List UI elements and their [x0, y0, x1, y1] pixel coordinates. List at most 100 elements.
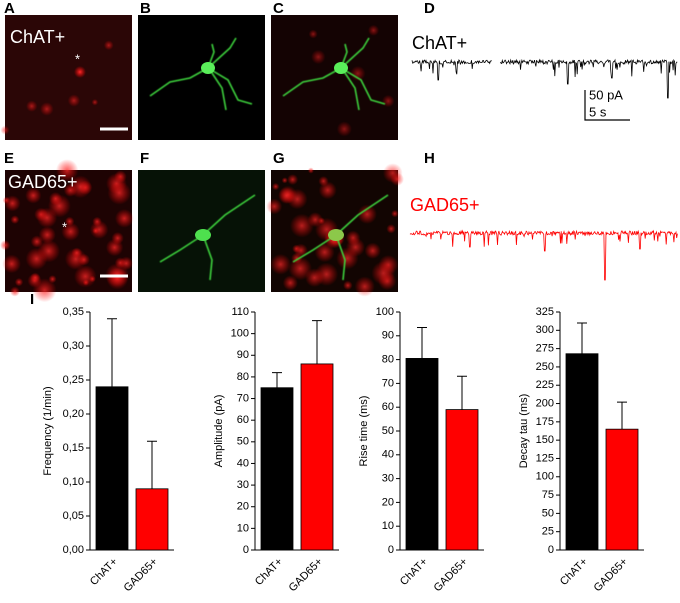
panel-label: G: [273, 150, 285, 167]
bar: [95, 386, 129, 551]
current-trace: [409, 229, 678, 281]
y-tick-label: 125: [536, 452, 554, 464]
cell-spot: [103, 40, 114, 51]
error-bar: [457, 375, 467, 410]
y-tick-label: 10: [237, 522, 249, 534]
y-axis-title: Frequency (1/min): [42, 386, 54, 475]
panel-label: F: [140, 150, 149, 167]
cell-spot: [294, 243, 308, 258]
y-tick-label: 0,15: [63, 442, 84, 454]
y-tick-label: 50: [382, 425, 394, 437]
y-tick-label: 150: [536, 434, 554, 446]
bar: [445, 409, 479, 551]
error-bar: [417, 326, 427, 359]
cell-spot: [119, 256, 133, 271]
error-bar: [617, 401, 627, 430]
scale-bar: [584, 90, 630, 121]
cell-spot: [371, 261, 396, 286]
panel-label: H: [424, 150, 435, 167]
y-tick-label: 40: [237, 457, 249, 469]
y-tick-label: 0: [548, 544, 554, 556]
cell-spot: [111, 232, 124, 245]
cell-spot: [32, 278, 57, 303]
y-tick-label: 90: [382, 330, 394, 342]
y-tick-label: 0,30: [63, 340, 84, 352]
y-tick-label: 0,35: [63, 306, 84, 318]
y-tick-label: 10: [382, 520, 394, 532]
cell-spot: [281, 177, 288, 184]
soma: [195, 229, 211, 241]
image-b: [138, 15, 265, 140]
cell-spot: [0, 240, 11, 251]
y-tick-label: 40: [382, 449, 394, 461]
cell-spot: [266, 198, 283, 215]
cell-spot: [311, 49, 326, 65]
y-tick-label: 0,20: [63, 408, 84, 420]
y-axis-title: Decay tau (ms): [518, 394, 530, 469]
cell-spot: [282, 275, 298, 291]
bar: [405, 358, 439, 551]
cell-spot: [305, 268, 324, 288]
y-tick-label: 0,00: [63, 544, 84, 556]
scale-label: 5 s: [589, 104, 607, 119]
bar: [260, 387, 294, 551]
bar: [135, 488, 169, 551]
cell-spot: [26, 100, 38, 112]
y-tick-label: 20: [382, 496, 394, 508]
cell-spot: [364, 242, 381, 259]
soma: [328, 229, 344, 241]
cell-spot: [107, 181, 132, 205]
error-bar: [147, 440, 157, 489]
cell-spot: [287, 188, 308, 210]
error-bar: [312, 320, 322, 364]
scale-label: 50 pA: [589, 87, 623, 102]
panel-label: B: [140, 0, 151, 17]
x-tick-label: ChAT+: [398, 556, 430, 588]
cell-spot: [38, 226, 56, 244]
y-axis-title: Amplitude (pA): [213, 395, 225, 468]
cell-spot: [74, 265, 97, 288]
x-tick-label: GAD65+: [122, 556, 161, 595]
bar: [605, 428, 639, 551]
y-tick-label: 70: [382, 377, 394, 389]
y-tick-label: 75: [542, 489, 554, 501]
cell-spot: [67, 94, 81, 107]
error-bar: [107, 318, 117, 387]
y-tick-label: 100: [231, 328, 249, 340]
y-tick-label: 80: [382, 354, 394, 366]
cell-spot: [91, 98, 99, 106]
cell-spot: [2, 254, 21, 274]
panel-label: I: [30, 291, 34, 308]
y-tick-label: 80: [237, 371, 249, 383]
soma: [334, 62, 348, 74]
image-a: [5, 15, 132, 140]
y-tick-label: 0: [388, 544, 394, 556]
cell-spot: [69, 175, 92, 199]
x-tick-label: ChAT+: [88, 556, 120, 588]
y-tick-label: 110: [231, 306, 249, 318]
x-tick-label: ChAT+: [253, 556, 285, 588]
y-tick-label: 325: [536, 306, 554, 318]
cell-spot: [92, 216, 102, 227]
cell-spot: [30, 235, 44, 248]
cell-spot: [386, 224, 396, 234]
image-c: [271, 15, 398, 140]
cell-spot: [382, 94, 395, 108]
y-tick-label: 100: [376, 306, 394, 318]
y-tick-label: 30: [237, 479, 249, 491]
cell-spot: [114, 209, 134, 228]
y-tick-label: 70: [237, 392, 249, 404]
cell-spot: [2, 196, 11, 204]
soma: [201, 62, 215, 74]
y-tick-label: 90: [237, 349, 249, 361]
cell-spot: [318, 176, 329, 187]
cell-spot: [55, 159, 79, 182]
cell-spot: [390, 172, 404, 186]
cell-spot: [350, 65, 366, 82]
cell-spot: [0, 125, 10, 135]
y-tick-label: 0,10: [63, 476, 84, 488]
error-bar: [272, 372, 282, 388]
asterisk: *: [75, 51, 80, 66]
cell-spot: [307, 167, 314, 174]
